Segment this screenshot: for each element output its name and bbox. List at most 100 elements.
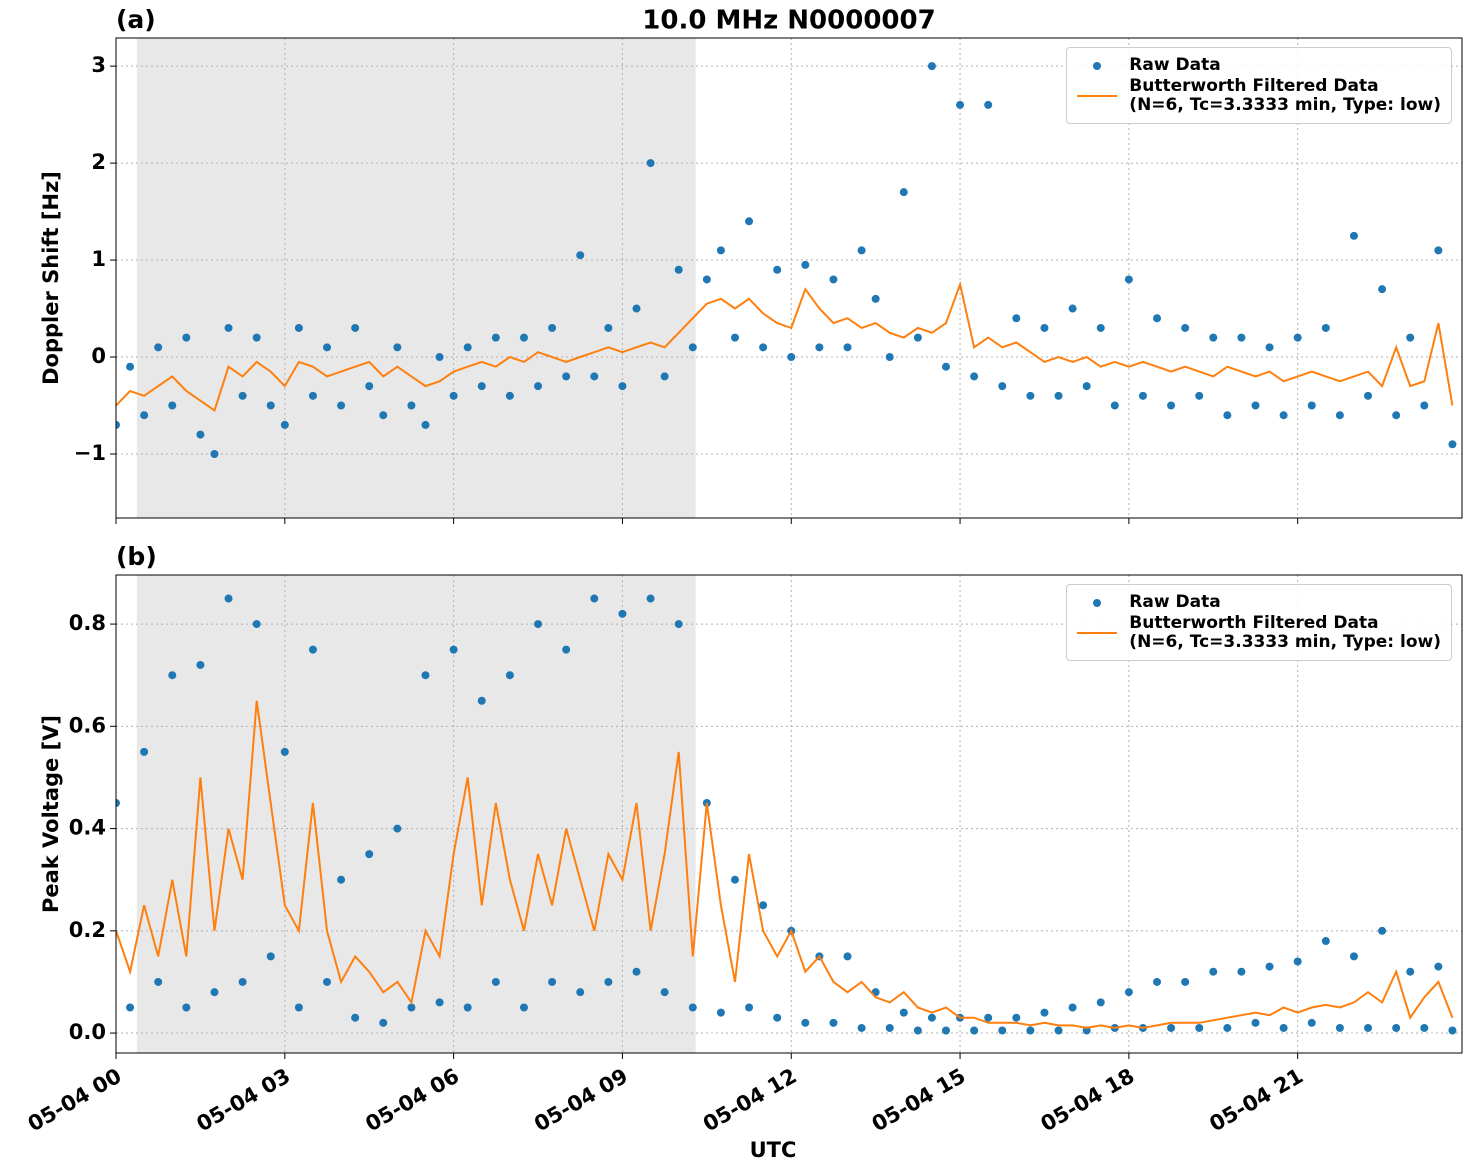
- raw-point: [646, 159, 655, 168]
- raw-point: [435, 353, 444, 362]
- raw-point: [519, 1003, 528, 1012]
- legend-key: [1077, 598, 1117, 608]
- raw-point: [323, 977, 332, 986]
- raw-point: [1251, 1018, 1260, 1027]
- raw-point: [1012, 314, 1021, 323]
- raw-point: [365, 850, 374, 859]
- raw-point: [1209, 967, 1218, 976]
- raw-point: [126, 362, 135, 371]
- legend-key: [1077, 631, 1118, 635]
- raw-point: [463, 343, 472, 352]
- raw-point: [1279, 1023, 1288, 1032]
- raw-point: [998, 1026, 1007, 1035]
- y-tick-label: 2: [91, 150, 106, 174]
- raw-point: [899, 1008, 908, 1017]
- x-tick-label: 05-04 03: [193, 1064, 295, 1137]
- raw-point: [1026, 391, 1035, 400]
- raw-point: [927, 1013, 936, 1022]
- raw-point: [913, 333, 922, 342]
- raw-point: [393, 824, 402, 833]
- raw-point: [1096, 323, 1105, 332]
- raw-point: [871, 294, 880, 303]
- raw-point: [252, 333, 261, 342]
- raw-point: [1420, 401, 1429, 410]
- x-tick-label: 05-04 15: [868, 1064, 970, 1137]
- raw-point: [280, 747, 289, 756]
- raw-point: [407, 1003, 416, 1012]
- raw-point: [604, 323, 613, 332]
- raw-point: [1251, 401, 1260, 410]
- raw-point: [548, 323, 557, 332]
- raw-point: [927, 62, 936, 71]
- raw-point: [1434, 246, 1443, 255]
- raw-point: [970, 1026, 979, 1035]
- raw-point: [998, 382, 1007, 391]
- raw-point: [154, 977, 163, 986]
- plot-frame: [115, 37, 1463, 519]
- raw-point: [1364, 1023, 1373, 1032]
- panel-label: (b): [116, 542, 157, 571]
- raw-point: [351, 1013, 360, 1022]
- raw-point: [1448, 440, 1457, 449]
- raw-point: [379, 1018, 388, 1027]
- raw-point: [1209, 333, 1218, 342]
- raw-point: [323, 343, 332, 352]
- raw-point: [182, 1003, 191, 1012]
- raw-point: [1265, 343, 1274, 352]
- raw-point: [773, 1013, 782, 1022]
- raw-point: [1279, 411, 1288, 420]
- raw-point: [688, 1003, 697, 1012]
- raw-point: [1040, 323, 1049, 332]
- raw-point: [1378, 926, 1387, 935]
- raw-point: [1195, 391, 1204, 400]
- raw-point: [730, 875, 739, 884]
- raw-point: [745, 217, 754, 226]
- x-tick-label: 05-04 09: [530, 1064, 632, 1137]
- legend-label: Butterworth Filtered Data (N=6, Tc=3.333…: [1129, 613, 1441, 652]
- raw-point: [224, 323, 233, 332]
- raw-point: [688, 343, 697, 352]
- raw-point: [1012, 1013, 1021, 1022]
- raw-point: [829, 275, 838, 284]
- raw-point: [252, 620, 261, 629]
- raw-point: [773, 265, 782, 274]
- raw-point: [885, 353, 894, 362]
- raw-point: [435, 998, 444, 1007]
- raw-point: [801, 260, 810, 269]
- raw-point: [463, 1003, 472, 1012]
- x-tick-label: 05-04 18: [1037, 1064, 1139, 1137]
- y-tick-label: 0.6: [69, 713, 106, 737]
- raw-point: [351, 323, 360, 332]
- legend: Raw Data Butterworth Filtered Data (N=6, …: [1066, 584, 1452, 661]
- legend-label: Butterworth Filtered Data (N=6, Tc=3.333…: [1129, 76, 1441, 115]
- raw-point: [1321, 323, 1330, 332]
- raw-point: [126, 1003, 135, 1012]
- raw-point: [660, 372, 669, 381]
- raw-point: [1307, 401, 1316, 410]
- raw-point: [154, 343, 163, 352]
- y-tick-label: 1: [91, 247, 106, 271]
- raw-point: [337, 401, 346, 410]
- raw-point: [956, 100, 965, 109]
- y-axis-label: Peak Voltage [V]: [39, 715, 63, 913]
- raw-point: [491, 333, 500, 342]
- raw-point: [337, 875, 346, 884]
- raw-point: [1364, 391, 1373, 400]
- raw-point: [590, 594, 599, 603]
- raw-point: [984, 1013, 993, 1022]
- raw-point: [1392, 411, 1401, 420]
- raw-point: [1335, 411, 1344, 420]
- x-tick-label: 05-04 21: [1205, 1064, 1307, 1137]
- raw-point: [294, 323, 303, 332]
- raw-point: [168, 401, 177, 410]
- y-tick-label: −1: [74, 441, 106, 465]
- chart-title: 10.0 MHz N0000007: [642, 6, 935, 36]
- raw-point: [294, 1003, 303, 1012]
- raw-point: [182, 333, 191, 342]
- raw-point: [449, 645, 458, 654]
- raw-point: [1293, 957, 1302, 966]
- filtered-line: [116, 700, 1454, 1029]
- raw-point: [632, 304, 641, 313]
- legend-item: Raw Data: [1077, 56, 1441, 75]
